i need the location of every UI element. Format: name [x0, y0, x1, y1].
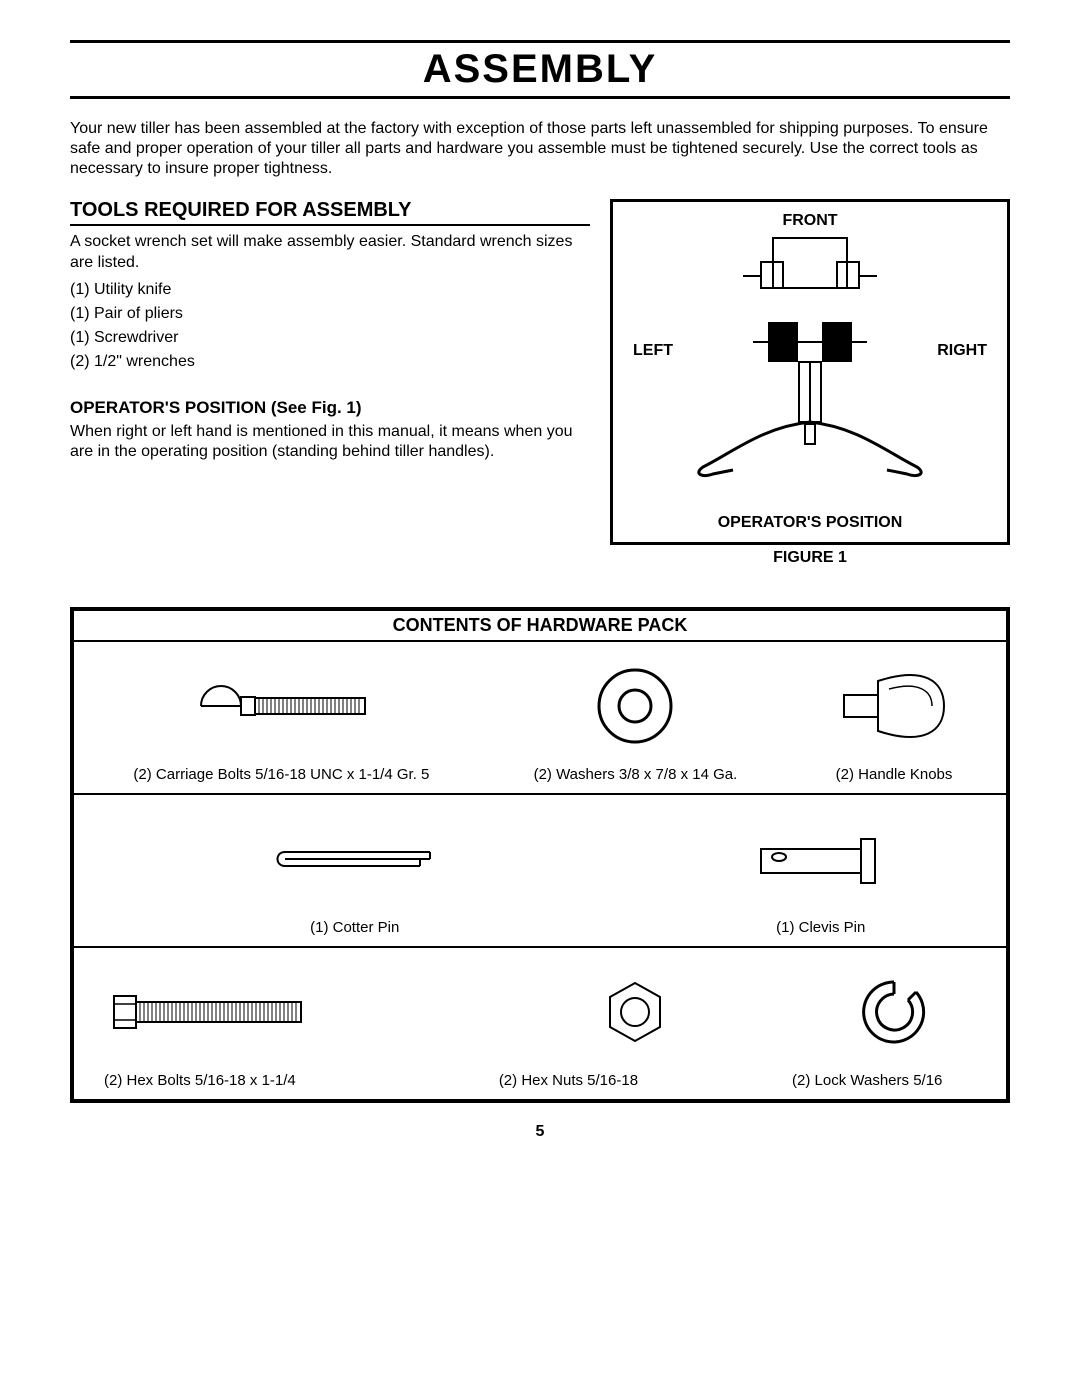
hardware-title-row: CONTENTS OF HARDWARE PACK	[72, 609, 1008, 641]
page-title: ASSEMBLY	[70, 47, 1010, 92]
right-column: FRONT LEFT RIGHT OPERATOR'S POSITION	[610, 199, 1010, 567]
two-column-section: TOOLS REQUIRED FOR ASSEMBLY A socket wre…	[70, 199, 1010, 567]
hardware-cell: (1) Clevis Pin	[635, 794, 1008, 947]
operator-heading: OPERATOR'S POSITION (See Fig. 1)	[70, 398, 590, 418]
hardware-label: (2) Hex Bolts 5/16-18 x 1-1/4	[104, 1072, 479, 1089]
hardware-cell: (2) Hex Nuts 5/16-18	[489, 947, 782, 1101]
hardware-cell: (1) Cotter Pin	[72, 794, 635, 947]
hardware-title: CONTENTS OF HARDWARE PACK	[72, 609, 1008, 641]
tool-item: (1) Pair of pliers	[70, 302, 590, 326]
hardware-row: (2) Carriage Bolts 5/16-18 UNC x 1-1/4 G…	[72, 641, 1008, 794]
hardware-label: (2) Carriage Bolts 5/16-18 UNC x 1-1/4 G…	[84, 766, 479, 783]
hardware-label: (2) Hex Nuts 5/16-18	[499, 1072, 772, 1089]
title-bar: ASSEMBLY	[70, 40, 1010, 99]
hardware-row: (1) Cotter Pin (1) Clevis Pin	[72, 794, 1008, 947]
hardware-cell: (2) Hex Bolts 5/16-18 x 1-1/4	[72, 947, 489, 1101]
hardware-label: (2) Lock Washers 5/16	[792, 1072, 996, 1089]
tool-item: (2) 1/2" wrenches	[70, 350, 590, 374]
figure-caption: FIGURE 1	[610, 549, 1010, 567]
tools-intro: A socket wrench set will make assembly e…	[70, 232, 590, 274]
page: ASSEMBLY Your new tiller has been assemb…	[0, 0, 1080, 1397]
tool-item: (1) Screwdriver	[70, 326, 590, 350]
intro-paragraph: Your new tiller has been assembled at th…	[70, 119, 1010, 179]
operator-text: When right or left hand is mentioned in …	[70, 422, 590, 464]
tiller-diagram-icon	[613, 202, 1007, 536]
hardware-label: (2) Washers 3/8 x 7/8 x 14 Ga.	[499, 766, 772, 783]
hardware-cell: (2) Handle Knobs	[782, 641, 1008, 794]
hardware-label: (1) Clevis Pin	[645, 919, 996, 936]
hardware-label: (2) Handle Knobs	[792, 766, 996, 783]
hardware-cell: (2) Lock Washers 5/16	[782, 947, 1008, 1101]
tool-item: (1) Utility knife	[70, 278, 590, 302]
hardware-row: (2) Hex Bolts 5/16-18 x 1-1/4 (2) Hex Nu…	[72, 947, 1008, 1101]
hex-bolt-icon	[104, 962, 479, 1062]
hardware-cell: (2) Carriage Bolts 5/16-18 UNC x 1-1/4 G…	[72, 641, 489, 794]
page-number: 5	[70, 1123, 1010, 1141]
hex-nut-icon	[499, 962, 772, 1062]
lock-washer-icon	[792, 962, 996, 1062]
tool-list: (1) Utility knife (1) Pair of pliers (1)…	[70, 278, 590, 374]
carriage-bolt-icon	[84, 656, 479, 756]
cotter-pin-icon	[84, 809, 625, 909]
handle-knob-icon	[792, 656, 996, 756]
hardware-cell: (2) Washers 3/8 x 7/8 x 14 Ga.	[489, 641, 782, 794]
hardware-table: CONTENTS OF HARDWARE PACK	[70, 607, 1010, 1103]
washer-icon	[499, 656, 772, 756]
clevis-pin-icon	[645, 809, 996, 909]
figure-1-box: FRONT LEFT RIGHT OPERATOR'S POSITION	[610, 199, 1010, 545]
tools-heading: TOOLS REQUIRED FOR ASSEMBLY	[70, 199, 590, 226]
hardware-label: (1) Cotter Pin	[84, 919, 625, 936]
left-column: TOOLS REQUIRED FOR ASSEMBLY A socket wre…	[70, 199, 590, 567]
